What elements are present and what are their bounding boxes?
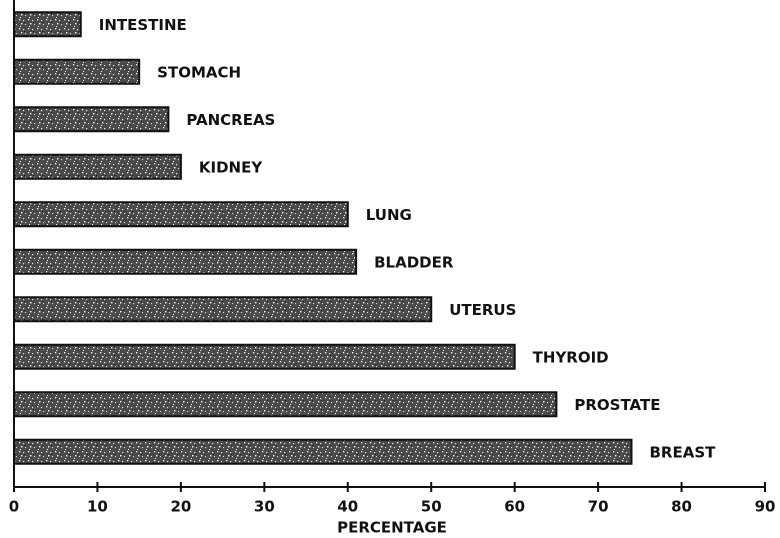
x-tick-label: 90 <box>755 498 776 516</box>
x-tick-label: 0 <box>9 498 19 516</box>
x-tick-label: 60 <box>504 498 525 516</box>
bar <box>13 343 516 370</box>
bar-label: BREAST <box>649 443 716 461</box>
x-tick-label: 10 <box>87 498 108 516</box>
bar-label: LUNG <box>366 206 412 224</box>
bar-label: PROSTATE <box>574 396 660 414</box>
bar <box>13 296 433 323</box>
bar-label: PANCREAS <box>186 111 275 129</box>
x-tick-label: 30 <box>254 498 275 516</box>
bar <box>13 11 82 38</box>
x-tick-label: 50 <box>421 498 442 516</box>
bar-label: STOMACH <box>157 63 241 81</box>
x-tick-label: 70 <box>588 498 609 516</box>
bar-label: BLADDER <box>374 253 454 271</box>
x-axis-label: PERCENTAGE <box>337 519 447 537</box>
bar <box>13 438 633 465</box>
bar <box>13 391 558 418</box>
bar <box>13 153 182 180</box>
bar <box>13 248 358 275</box>
bar-label: KIDNEY <box>199 158 263 176</box>
bar-label: THYROID <box>533 348 609 366</box>
x-tick-label: 20 <box>170 498 191 516</box>
bar-label: UTERUS <box>449 301 516 319</box>
bar <box>13 106 170 133</box>
bar-label: INTESTINE <box>99 16 187 34</box>
bar <box>13 201 349 228</box>
bar <box>13 58 141 85</box>
x-tick-label: 80 <box>671 498 692 516</box>
x-tick-label: 40 <box>337 498 358 516</box>
